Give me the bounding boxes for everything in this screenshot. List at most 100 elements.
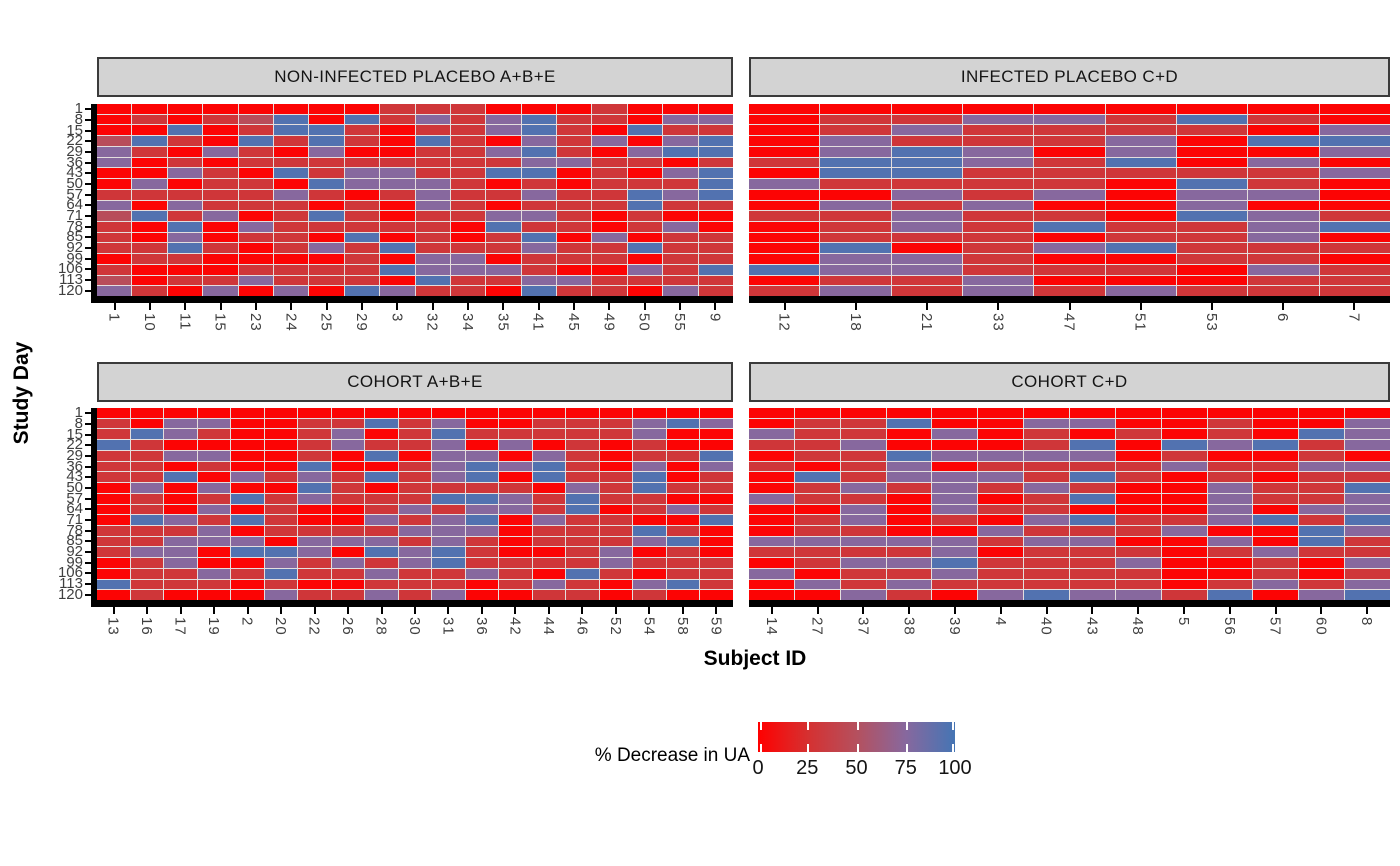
heatmap-cell bbox=[1024, 547, 1069, 558]
heatmap-cell bbox=[1299, 418, 1345, 429]
heatmap-cell bbox=[932, 590, 978, 600]
heatmap-cell bbox=[450, 221, 486, 232]
heatmap-cell bbox=[331, 590, 365, 600]
heatmap-cell bbox=[97, 450, 130, 461]
heatmap-cell bbox=[203, 146, 238, 157]
heatmap-cell bbox=[633, 472, 666, 483]
x-tick-label: 51 bbox=[1131, 313, 1149, 332]
heatmap-cell bbox=[932, 536, 978, 547]
heatmap-cell bbox=[231, 483, 264, 493]
heatmap-cell bbox=[633, 590, 666, 600]
heatmap-cell bbox=[666, 472, 700, 483]
heatmap-cell bbox=[566, 418, 599, 429]
heatmap-cell bbox=[298, 515, 331, 525]
y-tick-label: 8 bbox=[74, 415, 83, 432]
heatmap-cell bbox=[1177, 179, 1248, 189]
heatmap-cell bbox=[164, 590, 197, 600]
heatmap-cell bbox=[1319, 125, 1390, 136]
heatmap-cell bbox=[465, 472, 499, 483]
y-tick-label: 29 bbox=[66, 447, 83, 464]
heatmap-cell bbox=[978, 408, 1024, 418]
heatmap-cell bbox=[130, 504, 164, 515]
heatmap-cell bbox=[1299, 483, 1345, 493]
heatmap-cell bbox=[1115, 536, 1161, 547]
x-tick-label: 10 bbox=[141, 313, 158, 332]
heatmap-cell bbox=[465, 450, 499, 461]
heatmap-cell bbox=[886, 493, 932, 504]
heatmap-cell bbox=[238, 125, 273, 136]
x-axis-tick bbox=[1274, 607, 1277, 614]
x-axis-tick bbox=[447, 607, 450, 614]
heatmap-cell bbox=[1034, 275, 1105, 286]
heatmap-cell bbox=[415, 254, 450, 264]
heatmap-cell bbox=[1105, 275, 1176, 286]
heatmap-cell bbox=[132, 179, 167, 189]
heatmap-cell bbox=[309, 275, 344, 286]
heatmap-cell bbox=[273, 179, 309, 189]
heatmap-cell bbox=[380, 189, 415, 200]
heatmap-cell bbox=[164, 558, 197, 568]
heatmap-cell bbox=[499, 558, 532, 568]
heatmap-cell bbox=[1105, 286, 1176, 296]
heatmap-cell bbox=[820, 286, 891, 296]
heatmap-cell bbox=[365, 429, 398, 440]
heatmap-cell bbox=[1253, 515, 1299, 525]
heatmap-cell bbox=[663, 136, 698, 146]
heatmap-cell bbox=[97, 525, 130, 536]
heatmap-cell bbox=[273, 264, 309, 275]
heatmap-cell bbox=[978, 504, 1024, 515]
heatmap-cell bbox=[666, 461, 700, 472]
heatmap-cell bbox=[633, 558, 666, 568]
y-axis-tick bbox=[85, 161, 91, 164]
x-tick-label: 28 bbox=[372, 617, 390, 636]
heatmap-cell bbox=[963, 146, 1034, 157]
heatmap-cell bbox=[599, 547, 633, 558]
heatmap-cell bbox=[663, 179, 698, 189]
heatmap-cell bbox=[749, 558, 794, 568]
heatmap-cell bbox=[264, 547, 298, 558]
heatmap-cell bbox=[1248, 179, 1319, 189]
heatmap-cell bbox=[1161, 515, 1207, 525]
heatmap-cell bbox=[167, 286, 203, 296]
heatmap-cell bbox=[331, 504, 365, 515]
x-axis-tick bbox=[926, 303, 929, 310]
heatmap-cell bbox=[167, 200, 203, 211]
heatmap-cell bbox=[1345, 450, 1390, 461]
heatmap-cell bbox=[663, 104, 698, 114]
heatmap-cell bbox=[486, 200, 521, 211]
heatmap-cell bbox=[932, 418, 978, 429]
heatmap-cell bbox=[97, 286, 132, 296]
y-axis-tick bbox=[85, 268, 91, 271]
heatmap-cell bbox=[450, 254, 486, 264]
heatmap-cell bbox=[365, 418, 398, 429]
heatmap-cell bbox=[700, 418, 733, 429]
heatmap-cell bbox=[886, 579, 932, 590]
heatmap-cell bbox=[749, 440, 794, 450]
heatmap-cell bbox=[331, 525, 365, 536]
heatmap-cell bbox=[891, 275, 962, 286]
heatmap-cell bbox=[1345, 483, 1390, 493]
heatmap-cell bbox=[203, 232, 238, 243]
heatmap-cell bbox=[231, 558, 264, 568]
x-tick-label: 41 bbox=[529, 313, 547, 332]
heatmap-cell bbox=[380, 264, 415, 275]
heatmap-cell bbox=[886, 504, 932, 515]
heatmap-cell bbox=[557, 146, 592, 157]
heatmap-cell bbox=[1207, 547, 1253, 558]
heatmap-cell bbox=[415, 136, 450, 146]
heatmap-cell bbox=[749, 189, 820, 200]
heatmap-cell bbox=[415, 114, 450, 125]
heatmap-cell bbox=[130, 429, 164, 440]
heatmap-cell bbox=[932, 450, 978, 461]
heatmap-cell bbox=[331, 493, 365, 504]
heatmap-cell bbox=[700, 579, 733, 590]
heatmap-cell bbox=[331, 579, 365, 590]
x-axis-tick bbox=[614, 607, 617, 614]
heatmap-cell bbox=[167, 221, 203, 232]
x-axis-tick bbox=[862, 607, 865, 614]
heatmap-cell bbox=[963, 157, 1034, 168]
heatmap-cell bbox=[1034, 200, 1105, 211]
heatmap-cell bbox=[820, 168, 891, 179]
heatmap-cell bbox=[1070, 461, 1115, 472]
